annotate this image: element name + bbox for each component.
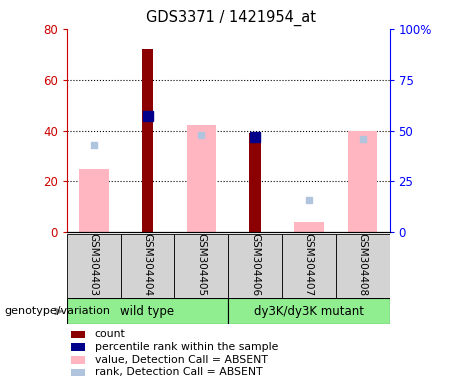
Bar bbox=[71, 343, 85, 351]
Text: GSM304403: GSM304403 bbox=[89, 233, 99, 296]
Bar bbox=[71, 356, 85, 364]
Bar bbox=[228, 234, 282, 298]
Bar bbox=[121, 234, 174, 298]
Bar bbox=[187, 126, 216, 232]
Bar bbox=[282, 234, 336, 298]
Bar bbox=[174, 234, 228, 298]
Text: genotype/variation: genotype/variation bbox=[5, 306, 111, 316]
Bar bbox=[142, 49, 154, 232]
Bar bbox=[348, 131, 378, 232]
Text: count: count bbox=[95, 329, 125, 339]
Text: wild type: wild type bbox=[120, 305, 175, 318]
Bar bbox=[67, 298, 228, 324]
Text: value, Detection Call = ABSENT: value, Detection Call = ABSENT bbox=[95, 355, 267, 365]
Bar bbox=[336, 234, 390, 298]
Text: dy3K/dy3K mutant: dy3K/dy3K mutant bbox=[254, 305, 364, 318]
Bar bbox=[249, 133, 261, 232]
Text: rank, Detection Call = ABSENT: rank, Detection Call = ABSENT bbox=[95, 367, 262, 377]
Text: GSM304408: GSM304408 bbox=[358, 233, 368, 296]
Bar bbox=[71, 369, 85, 376]
Text: GSM304404: GSM304404 bbox=[142, 233, 153, 296]
Bar bbox=[79, 169, 108, 232]
Text: GSM304407: GSM304407 bbox=[304, 233, 314, 296]
Bar bbox=[228, 298, 390, 324]
Text: GDS3371 / 1421954_at: GDS3371 / 1421954_at bbox=[146, 10, 315, 26]
Bar bbox=[294, 222, 324, 232]
Text: GSM304405: GSM304405 bbox=[196, 233, 207, 296]
Bar bbox=[67, 234, 121, 298]
Text: GSM304406: GSM304406 bbox=[250, 233, 260, 296]
Bar bbox=[71, 331, 85, 338]
Text: percentile rank within the sample: percentile rank within the sample bbox=[95, 342, 278, 352]
